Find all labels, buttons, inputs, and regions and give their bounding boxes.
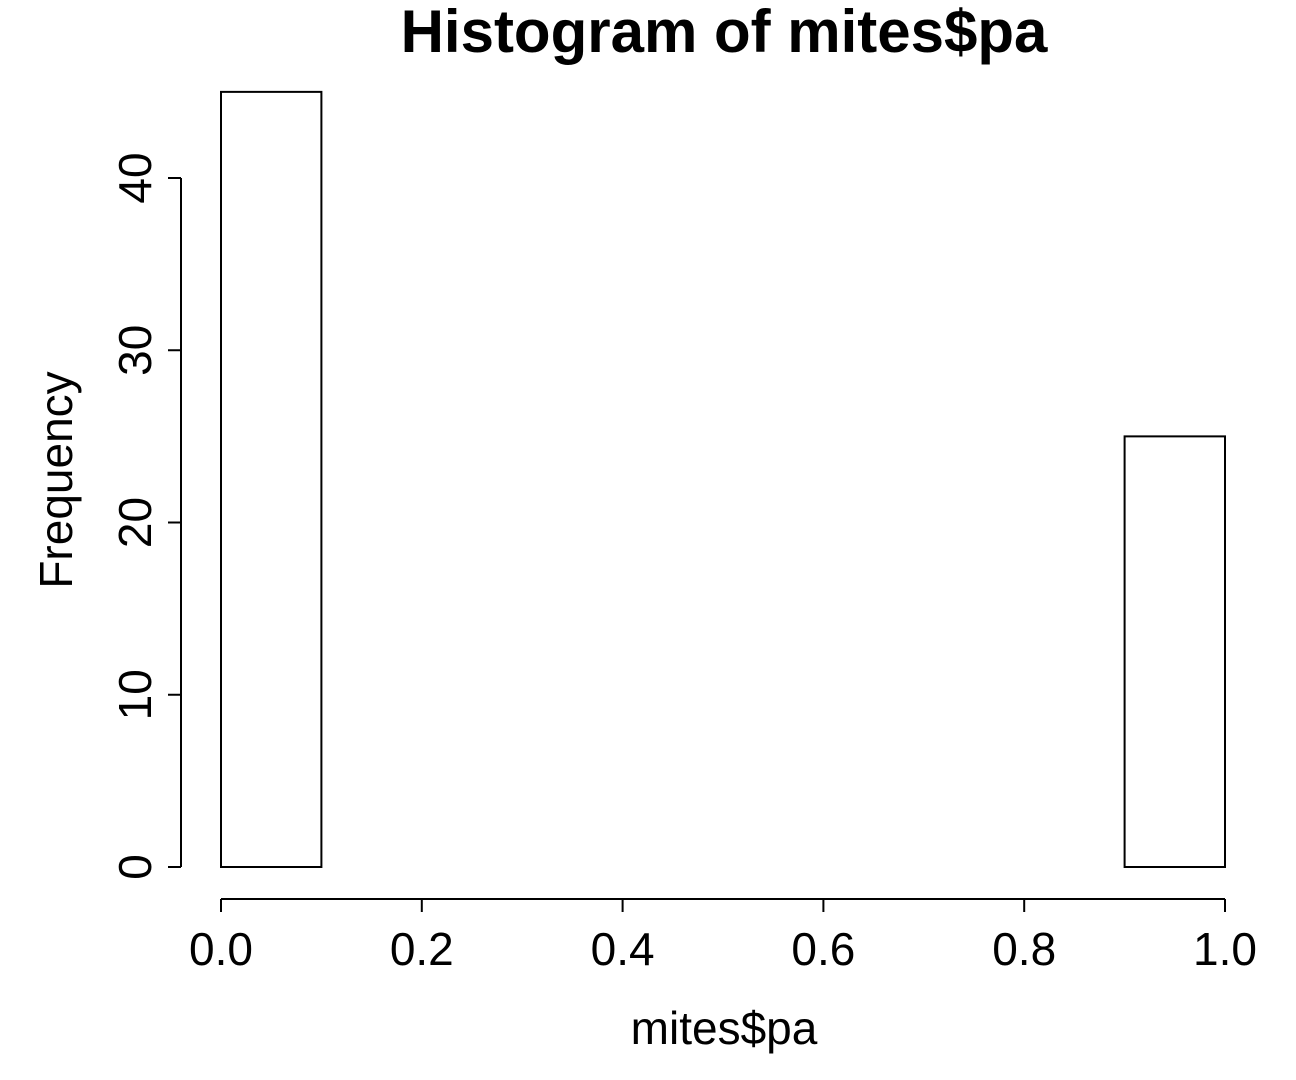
y-tick-label-0: 0 bbox=[109, 854, 161, 880]
x-tick-label-3: 0.6 bbox=[791, 923, 855, 975]
x-axis: 0.0 0.2 0.4 0.6 0.8 1.0 bbox=[189, 898, 1257, 975]
y-tick-label-4: 40 bbox=[109, 152, 161, 203]
x-tick-label-2: 0.4 bbox=[591, 923, 655, 975]
y-tick-label-3: 30 bbox=[109, 325, 161, 376]
histogram-bars bbox=[220, 90, 1226, 868]
x-tick-label-1: 0.2 bbox=[390, 923, 454, 975]
x-tick-label-4: 0.8 bbox=[992, 923, 1056, 975]
y-tick-label-2: 20 bbox=[109, 497, 161, 548]
chart-title: Histogram of mites$pa bbox=[401, 0, 1048, 65]
y-axis-label: Frequency bbox=[30, 371, 82, 588]
histogram-bar-9 bbox=[1123, 435, 1226, 868]
x-tick-label-5: 1.0 bbox=[1193, 923, 1257, 975]
y-tick-label-1: 10 bbox=[109, 669, 161, 720]
x-axis-label: mites$pa bbox=[631, 1002, 818, 1054]
histogram-bar-0 bbox=[220, 90, 323, 868]
x-tick-label-0: 0.0 bbox=[189, 923, 253, 975]
y-axis: 0 10 20 30 40 bbox=[109, 152, 182, 880]
